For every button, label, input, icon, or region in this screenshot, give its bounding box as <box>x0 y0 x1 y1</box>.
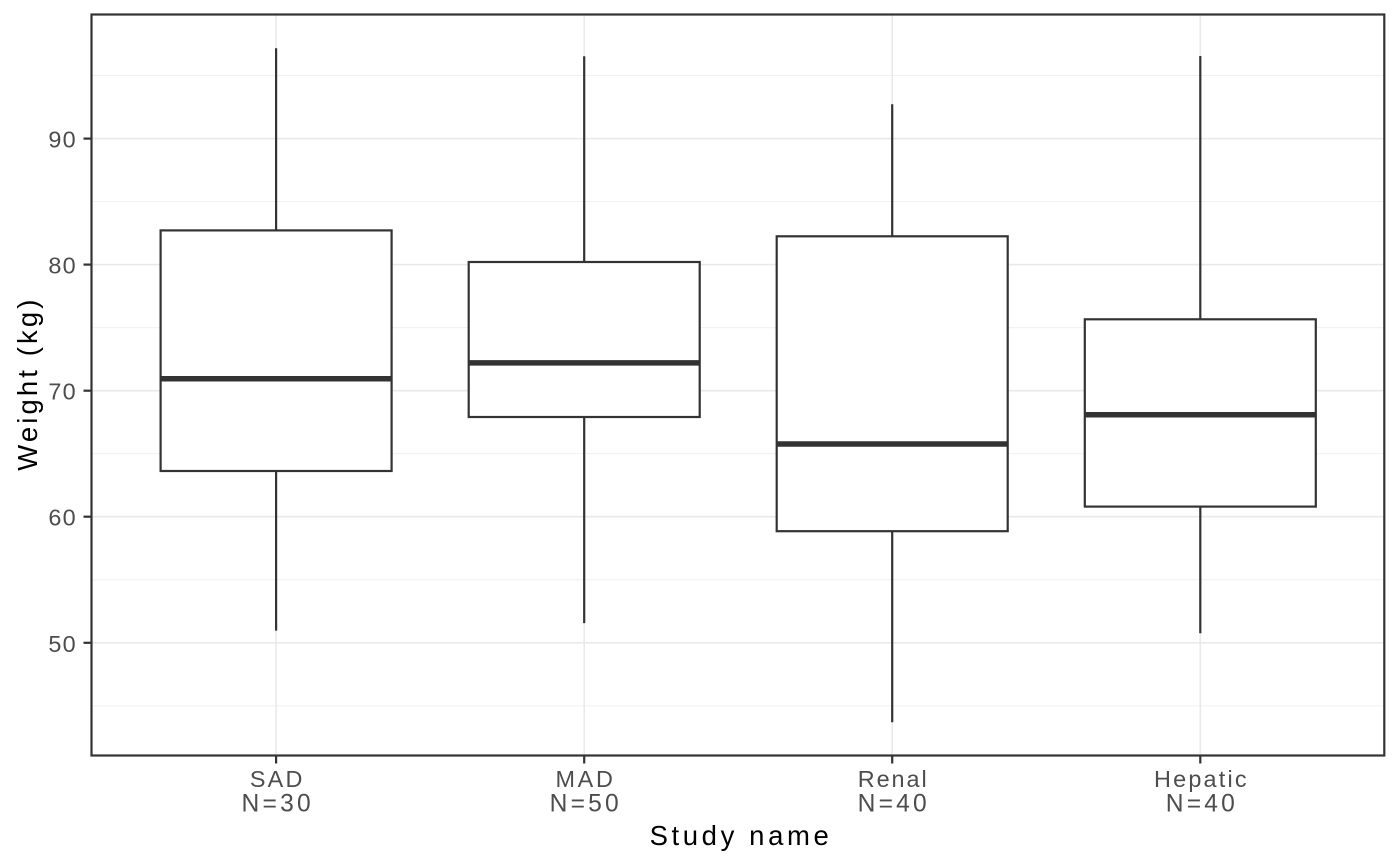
svg-text:SAD: SAD <box>250 766 305 792</box>
svg-text:Renal: Renal <box>858 766 929 792</box>
svg-text:60: 60 <box>48 505 77 531</box>
svg-text:MAD: MAD <box>555 766 615 792</box>
svg-text:Hepatic: Hepatic <box>1154 766 1249 792</box>
svg-text:70: 70 <box>48 379 77 405</box>
svg-text:N=40: N=40 <box>858 791 930 818</box>
svg-text:90: 90 <box>48 127 77 153</box>
svg-text:N=50: N=50 <box>550 791 622 818</box>
svg-text:Weight (kg): Weight (kg) <box>12 296 43 470</box>
svg-text:80: 80 <box>48 253 77 279</box>
svg-text:50: 50 <box>48 631 77 657</box>
svg-text:N=40: N=40 <box>1166 791 1238 818</box>
svg-text:N=30: N=30 <box>242 791 314 818</box>
svg-text:Study name: Study name <box>650 820 833 851</box>
